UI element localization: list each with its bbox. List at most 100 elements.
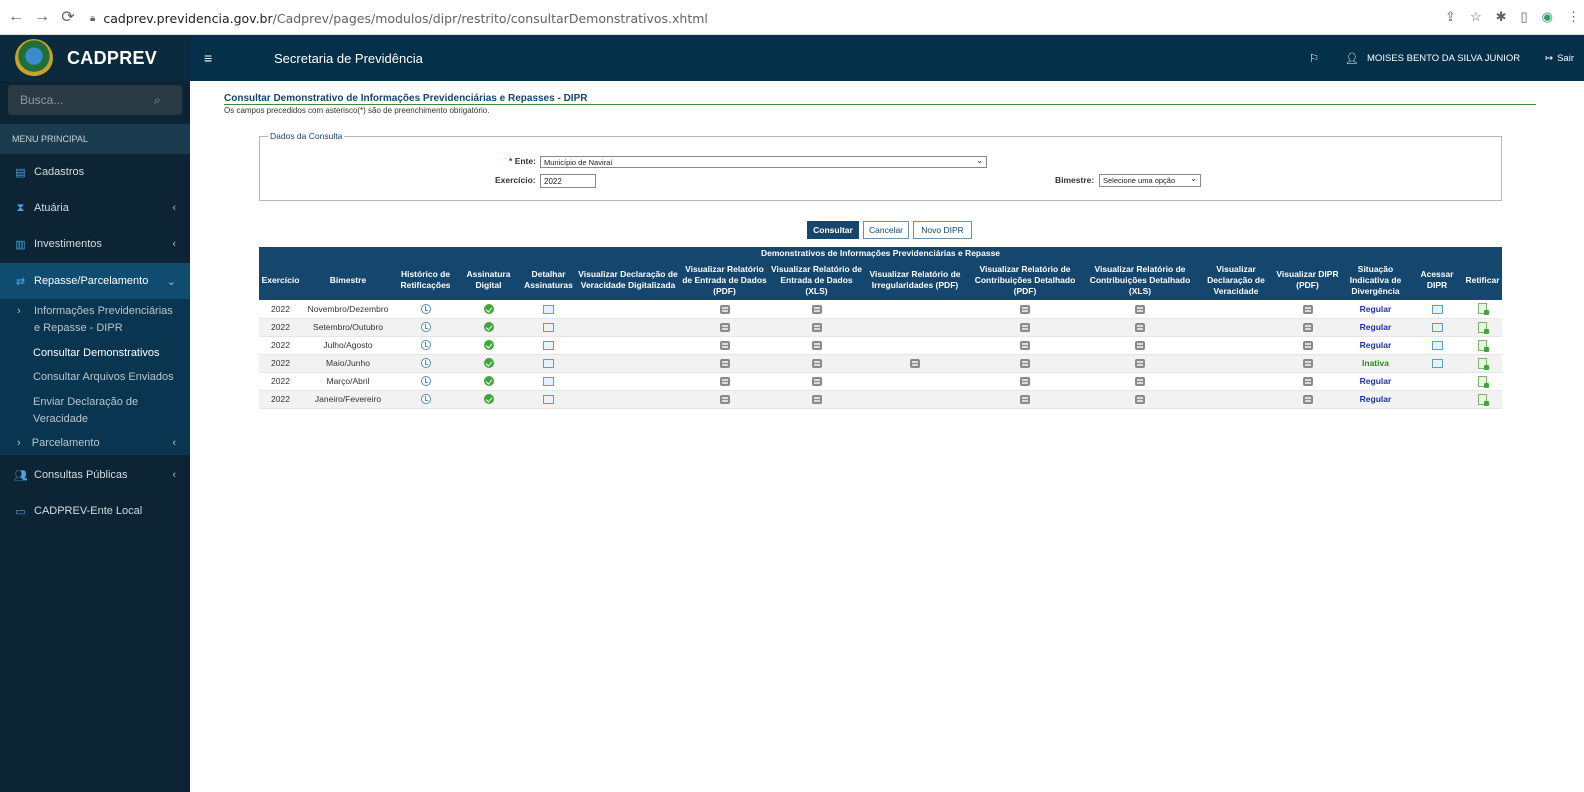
cell-entrada-pdf[interactable] xyxy=(679,372,770,391)
edit-doc-icon[interactable] xyxy=(1478,321,1489,334)
logo-area[interactable]: CADPREV xyxy=(0,35,190,81)
url-text[interactable]: cadprev.previdencia.gov.br/Cadprev/pages… xyxy=(103,10,708,26)
edit-doc-icon[interactable] xyxy=(1478,303,1489,316)
printer-icon[interactable] xyxy=(811,359,822,369)
printer-icon[interactable] xyxy=(1135,395,1145,405)
cell-contribuicoes-pdf[interactable] xyxy=(967,354,1083,373)
cell-dipr-pdf[interactable] xyxy=(1275,300,1340,319)
printer-icon[interactable] xyxy=(719,304,730,314)
clock-icon[interactable] xyxy=(420,322,431,333)
cell-entrada-pdf[interactable] xyxy=(679,318,770,337)
printer-icon[interactable] xyxy=(1302,359,1313,369)
star-icon[interactable]: ☆ xyxy=(1469,9,1482,24)
situacao-badge[interactable]: Regular xyxy=(1359,303,1392,314)
back-icon[interactable]: ← xyxy=(8,8,24,25)
check-circle-icon[interactable] xyxy=(483,340,494,351)
cell-historico[interactable] xyxy=(394,372,457,391)
ente-select[interactable]: Município de Naviraí ⌄ xyxy=(540,156,987,168)
sidebar-item-consultas-publicas[interactable]: 👥︎ Consultas Públicas ‹ xyxy=(0,457,190,493)
printer-icon[interactable] xyxy=(811,377,822,387)
cell-entrada-pdf[interactable] xyxy=(679,390,770,409)
magnifier-doc-icon[interactable] xyxy=(543,323,554,333)
printer-icon[interactable] xyxy=(811,304,822,314)
cell-contribuicoes-xls[interactable] xyxy=(1083,390,1197,409)
cell-historico[interactable] xyxy=(394,336,457,355)
cell-assinatura[interactable] xyxy=(457,336,520,355)
novo-dipr-button[interactable]: Novo DIPR xyxy=(913,221,972,239)
check-circle-icon[interactable] xyxy=(483,394,494,405)
check-circle-icon[interactable] xyxy=(483,322,494,333)
cell-detalhar[interactable] xyxy=(520,390,577,409)
col-bimestre[interactable]: Bimestre xyxy=(302,260,394,300)
hamburger-icon[interactable]: ≡ xyxy=(204,50,213,66)
cell-situacao[interactable]: Regular xyxy=(1340,336,1411,355)
sidebar-item-atuaria[interactable]: ⧗ Atuária ‹ xyxy=(0,190,190,226)
cell-contribuicoes-xls[interactable] xyxy=(1083,318,1197,337)
printer-icon[interactable] xyxy=(1020,341,1030,351)
exercicio-input[interactable]: 2022 xyxy=(540,174,596,188)
edit-doc-icon[interactable] xyxy=(1478,357,1489,370)
cell-irregularidades[interactable] xyxy=(863,354,967,373)
cell-acessar[interactable] xyxy=(1411,300,1463,319)
cell-contribuicoes-pdf[interactable] xyxy=(967,372,1083,391)
cell-acessar[interactable] xyxy=(1411,318,1463,337)
submenu-group-dipr[interactable]: › Informações Previdenciárias e Repasse … xyxy=(17,305,173,334)
check-circle-icon[interactable] xyxy=(483,358,494,369)
extensions-icon[interactable]: ✱ xyxy=(1495,9,1507,24)
search-input[interactable] xyxy=(8,93,148,107)
cell-historico[interactable] xyxy=(394,390,457,409)
magnifier-doc-icon[interactable] xyxy=(543,359,554,369)
cell-retificar[interactable] xyxy=(1463,318,1502,337)
situacao-badge[interactable]: Regular xyxy=(1359,340,1392,350)
printer-icon[interactable] xyxy=(1135,323,1145,333)
printer-icon[interactable] xyxy=(1020,377,1030,387)
printer-icon[interactable] xyxy=(719,323,730,333)
cell-entrada-xls[interactable] xyxy=(770,372,863,391)
cell-contribuicoes-xls[interactable] xyxy=(1083,300,1197,319)
cell-detalhar[interactable] xyxy=(520,300,577,319)
magnifier-doc-icon[interactable] xyxy=(543,395,554,405)
col-exercicio[interactable]: Exercício xyxy=(259,260,302,300)
cell-acessar[interactable] xyxy=(1411,354,1463,373)
cell-historico[interactable] xyxy=(394,354,457,373)
cell-assinatura[interactable] xyxy=(457,390,520,409)
magnifier-doc-icon[interactable] xyxy=(1431,323,1443,333)
printer-icon[interactable] xyxy=(1302,377,1313,387)
cell-assinatura[interactable] xyxy=(457,372,520,391)
cell-entrada-pdf[interactable] xyxy=(679,354,770,373)
bimestre-select[interactable]: Selecione uma opção ⌄ xyxy=(1099,174,1201,187)
printer-icon[interactable] xyxy=(1302,395,1313,405)
cancelar-button[interactable]: Cancelar xyxy=(863,221,909,239)
user-name[interactable]: MOISES BENTO DA SILVA JUNIOR xyxy=(1367,52,1521,64)
clock-icon[interactable] xyxy=(420,304,431,315)
address-bar[interactable]: 🔒︎ cadprev.previdencia.gov.br/Cadprev/pa… xyxy=(90,7,1575,29)
search-icon[interactable]: ⌕ xyxy=(154,92,161,107)
edit-doc-icon[interactable] xyxy=(1478,393,1489,406)
printer-icon[interactable] xyxy=(811,341,822,351)
cell-entrada-xls[interactable] xyxy=(770,390,863,409)
cell-detalhar[interactable] xyxy=(520,372,577,391)
consultar-button[interactable]: Consultar xyxy=(807,221,859,239)
cell-situacao[interactable]: Regular xyxy=(1340,390,1411,409)
sidebar-item-cadastros[interactable]: ▤ Cadastros xyxy=(0,154,190,190)
cell-situacao[interactable]: Inativa xyxy=(1340,354,1411,373)
cell-detalhar[interactable] xyxy=(520,336,577,355)
cell-dipr-pdf[interactable] xyxy=(1275,390,1340,409)
sidebar-item-repasse[interactable]: ⇄ Repasse/Parcelamento ⌄ xyxy=(0,263,190,299)
cell-contribuicoes-xls[interactable] xyxy=(1083,336,1197,355)
situacao-badge[interactable]: Regular xyxy=(1359,376,1392,386)
printer-icon[interactable] xyxy=(910,359,920,369)
situacao-badge[interactable]: Regular xyxy=(1359,394,1392,404)
situacao-badge[interactable]: Inativa xyxy=(1362,358,1389,368)
cell-contribuicoes-xls[interactable] xyxy=(1083,372,1197,391)
check-circle-icon[interactable] xyxy=(483,304,494,315)
printer-icon[interactable] xyxy=(719,395,730,405)
submenu-parcelamento[interactable]: › Parcelamento ‹ xyxy=(0,435,190,452)
forward-icon[interactable]: → xyxy=(34,8,50,25)
cell-assinatura[interactable] xyxy=(457,354,520,373)
cell-situacao[interactable]: Regular xyxy=(1340,372,1411,391)
sidebar-item-ente-local[interactable]: ▭ CADPREV-Ente Local xyxy=(0,493,190,529)
printer-icon[interactable] xyxy=(1020,395,1030,405)
logout-button[interactable]: ↦ Sair xyxy=(1545,52,1574,64)
menu-icon[interactable]: ⋮ xyxy=(1567,9,1580,24)
